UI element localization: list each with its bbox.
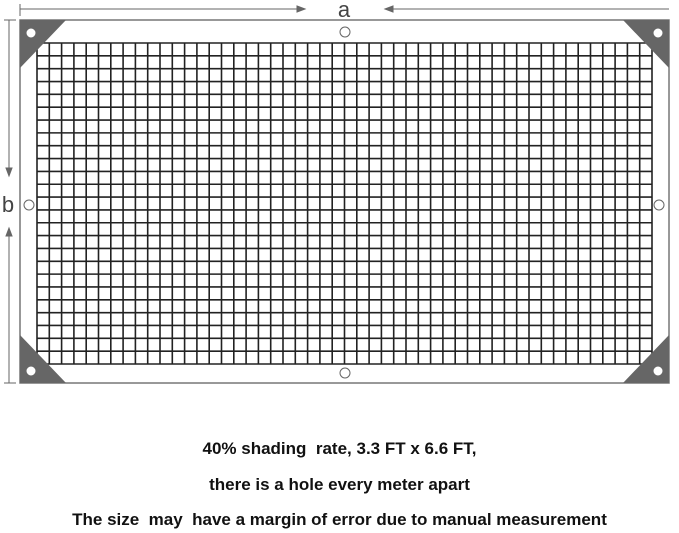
corner-top-right [623,20,669,68]
caption-margin-error: The size may have a margin of error due … [72,510,607,529]
mesh-grid [36,42,653,365]
caption-hole-spacing: there is a hole every meter apart [209,475,470,494]
dimension-b [4,19,16,384]
grommet-hole-icon [339,26,351,38]
caption-shading-rate: 40% shading rate, 3.3 FT x 6.6 FT, [202,439,477,458]
corner-bottom-left [20,335,66,383]
grommet-hole-icon [25,27,37,39]
corner-top-left [20,20,66,68]
grommet-hole-icon [25,365,37,377]
grommet-hole-icon [653,199,665,211]
grommet-hole-icon [339,367,351,379]
dimension-a-label: a [338,0,351,22]
dimension-b-label: b [2,192,14,217]
dimension-a [19,4,669,16]
net-frame [19,19,670,384]
corner-bottom-right [623,335,669,383]
grommet-hole-icon [23,199,35,211]
grommet-hole-icon [652,365,664,377]
grommet-hole-icon [652,27,664,39]
